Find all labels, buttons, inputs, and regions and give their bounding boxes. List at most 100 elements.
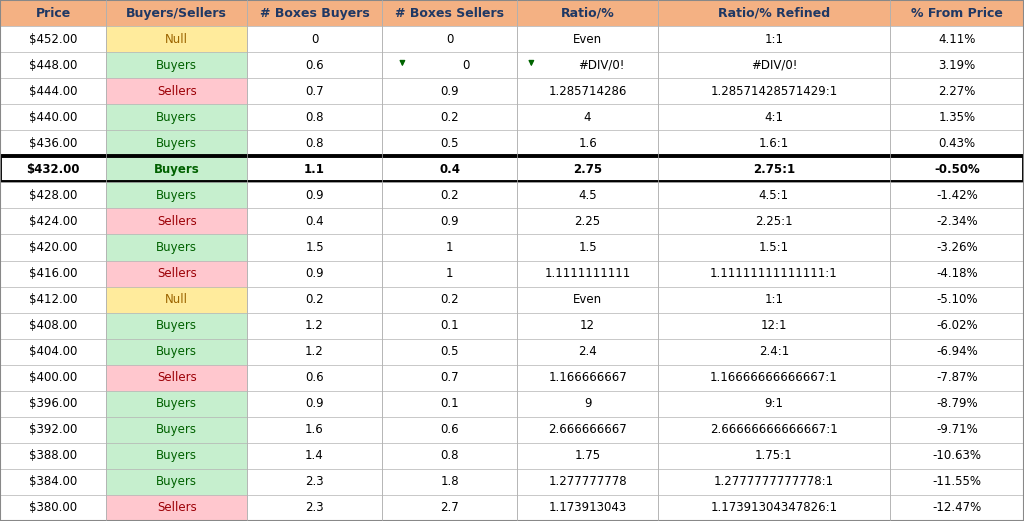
Text: $440.00: $440.00 [29,111,78,123]
Bar [0,130,106,156]
Text: Buyers: Buyers [157,137,198,150]
Text: 2.25:1: 2.25:1 [755,215,793,228]
Bar [106,260,247,287]
Bar [517,443,657,469]
Bar [247,365,382,391]
Bar [0,339,106,365]
Bar [106,391,247,417]
Text: -8.79%: -8.79% [936,398,978,410]
Bar [0,443,106,469]
Text: 1: 1 [446,267,454,280]
Text: $424.00: $424.00 [29,215,78,228]
Text: 0.2: 0.2 [440,293,459,306]
Text: 12: 12 [580,319,595,332]
Bar [382,0,517,26]
Bar [657,156,890,182]
Text: Even: Even [573,33,602,45]
Text: -3.26%: -3.26% [936,241,978,254]
Text: Sellers: Sellers [157,85,197,97]
Text: 1.285714286: 1.285714286 [549,85,627,97]
Text: Even: Even [573,293,602,306]
Bar [382,260,517,287]
Bar [890,417,1024,443]
Bar [247,234,382,260]
Bar [106,26,247,52]
Text: 2.66666666666667:1: 2.66666666666667:1 [710,424,838,436]
Text: Buyers: Buyers [157,319,198,332]
Bar [890,156,1024,182]
Bar [106,365,247,391]
Text: -6.02%: -6.02% [936,319,978,332]
Bar [247,52,382,78]
Bar [106,208,247,234]
Bar [0,287,106,313]
Text: 0.8: 0.8 [305,111,324,123]
Bar [0,495,106,521]
Bar [657,313,890,339]
Text: 0.4: 0.4 [439,163,460,176]
Text: % From Price: % From Price [911,7,1002,19]
Bar [517,0,657,26]
Text: 1.75:1: 1.75:1 [755,450,793,462]
Text: 1.28571428571429:1: 1.28571428571429:1 [711,85,838,97]
Bar [247,182,382,208]
Bar [106,417,247,443]
Bar [517,156,657,182]
Bar [106,339,247,365]
Bar [657,365,890,391]
Bar [382,287,517,313]
Bar [890,365,1024,391]
Text: 1.16666666666667:1: 1.16666666666667:1 [710,371,838,384]
Bar [247,391,382,417]
Bar [0,104,106,130]
Text: 1.1111111111: 1.1111111111 [545,267,631,280]
Bar [106,130,247,156]
Bar [890,287,1024,313]
Bar [517,208,657,234]
Text: -6.94%: -6.94% [936,345,978,358]
Bar [382,391,517,417]
Text: 0: 0 [311,33,318,45]
Text: -2.34%: -2.34% [936,215,978,228]
Text: 2.75:1: 2.75:1 [753,163,795,176]
Bar [890,130,1024,156]
Bar [657,443,890,469]
Text: 0.8: 0.8 [440,450,459,462]
Text: 0.7: 0.7 [440,371,459,384]
Bar [517,52,657,78]
Bar [890,260,1024,287]
Text: $432.00: $432.00 [27,163,80,176]
Bar [382,339,517,365]
Bar [657,78,890,104]
Bar [657,469,890,495]
Bar [657,391,890,417]
Text: 0.2: 0.2 [305,293,324,306]
Bar [0,469,106,495]
Text: 0.8: 0.8 [305,137,324,150]
Bar [657,260,890,287]
Bar [382,52,517,78]
Text: 1.5: 1.5 [579,241,597,254]
Text: -11.55%: -11.55% [933,476,981,488]
Text: 9:1: 9:1 [764,398,783,410]
Bar [517,104,657,130]
Text: # Boxes Buyers: # Boxes Buyers [260,7,370,19]
Text: $444.00: $444.00 [29,85,78,97]
Bar [247,495,382,521]
Bar [517,260,657,287]
Bar [106,469,247,495]
Bar [106,104,247,130]
Text: $428.00: $428.00 [29,189,78,202]
Text: 1.6:1: 1.6:1 [759,137,788,150]
Text: Buyers: Buyers [157,59,198,71]
Text: Buyers: Buyers [157,241,198,254]
Text: 0.9: 0.9 [305,398,324,410]
Text: Sellers: Sellers [157,215,197,228]
Bar [890,52,1024,78]
Bar [247,469,382,495]
Text: 1.277777778: 1.277777778 [548,476,627,488]
Text: 0.5: 0.5 [440,137,459,150]
Text: 0.7: 0.7 [305,85,324,97]
Text: 2.25: 2.25 [574,215,601,228]
Text: # Boxes Sellers: # Boxes Sellers [395,7,504,19]
